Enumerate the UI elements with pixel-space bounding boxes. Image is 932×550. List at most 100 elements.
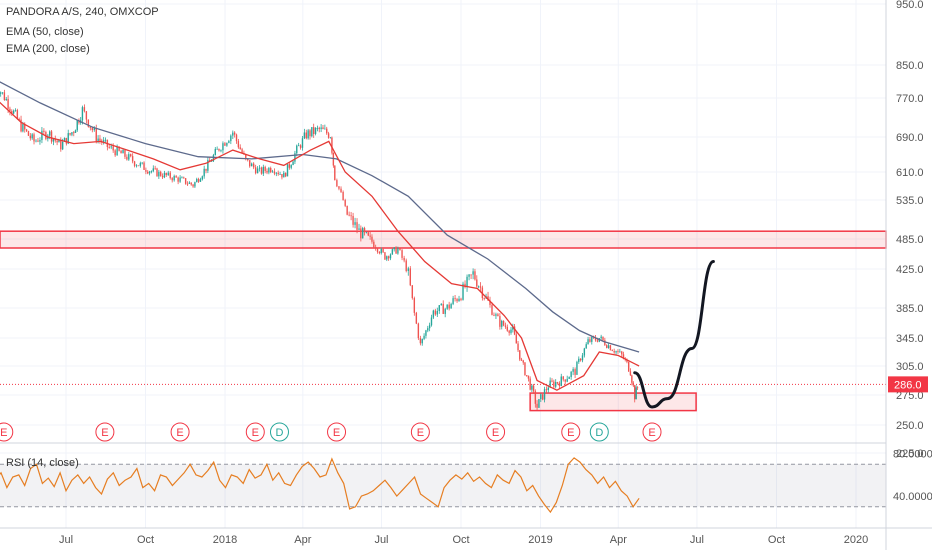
event-label: E	[417, 427, 424, 439]
candle-body	[589, 339, 591, 342]
candle-body	[16, 110, 19, 120]
candle-body	[520, 359, 523, 361]
candle	[621, 350, 623, 357]
candle	[141, 162, 143, 165]
candle	[340, 186, 342, 193]
candle-body	[322, 127, 324, 130]
candle	[275, 172, 278, 177]
candle-body	[444, 308, 446, 314]
candle	[184, 177, 187, 185]
candle	[362, 226, 364, 239]
candle-body	[591, 336, 593, 342]
candle-body	[386, 256, 388, 260]
candle-body	[165, 172, 167, 176]
candle	[632, 381, 634, 388]
candle	[627, 361, 630, 372]
candle	[273, 168, 276, 176]
candle	[283, 170, 285, 178]
candle	[258, 165, 261, 172]
candle-body	[413, 298, 416, 313]
candle	[27, 130, 30, 136]
candle-body	[296, 145, 298, 154]
x-tick-label: Jul	[690, 534, 704, 546]
candle-body	[415, 312, 418, 324]
candle	[545, 386, 548, 393]
candle-body	[417, 323, 420, 339]
candle-body	[636, 387, 639, 389]
candle-body	[389, 254, 392, 259]
candle	[279, 171, 281, 175]
candle	[199, 177, 202, 183]
candle	[303, 128, 306, 140]
candle	[466, 274, 468, 292]
candle-body	[397, 248, 399, 254]
ema-lines	[0, 81, 640, 391]
candle-body	[525, 375, 528, 376]
candle-body	[536, 403, 538, 408]
candle-body	[411, 285, 414, 299]
candle-body	[578, 358, 580, 362]
candle-body	[538, 399, 540, 408]
candle-body	[58, 139, 60, 143]
candle-body	[188, 182, 191, 184]
candle-body	[409, 268, 411, 286]
x-tick-label: Jul	[59, 534, 73, 546]
candle-body	[216, 148, 218, 150]
candle	[60, 137, 62, 152]
candle	[163, 170, 166, 179]
earnings-marker: E	[561, 422, 581, 442]
candle	[354, 217, 356, 229]
candle-body	[491, 304, 493, 315]
candle-body	[270, 168, 272, 173]
candle	[403, 255, 405, 263]
candle	[297, 142, 300, 147]
candle-body	[135, 165, 138, 167]
candle	[399, 247, 401, 251]
candle-body	[531, 385, 533, 390]
candle-body	[634, 385, 636, 400]
candle-body	[365, 232, 368, 234]
candle-body	[87, 119, 90, 127]
candle	[502, 320, 505, 327]
candle	[358, 223, 360, 230]
candle-body	[256, 168, 259, 174]
candle	[3, 89, 6, 101]
candle	[43, 128, 45, 135]
candle	[508, 329, 510, 336]
candle	[156, 167, 158, 177]
candle-body	[99, 138, 101, 141]
candle-body	[510, 329, 512, 333]
candle-body	[190, 182, 192, 185]
candle-body	[405, 260, 407, 271]
candle-body	[277, 172, 279, 175]
candle-body	[279, 174, 281, 175]
candle	[311, 127, 313, 138]
candle-body	[314, 127, 317, 134]
candle-body	[292, 161, 294, 166]
event-circle	[642, 422, 662, 442]
candle	[232, 130, 234, 140]
candle	[256, 166, 259, 174]
candle-body	[254, 167, 257, 174]
candle-body	[604, 340, 606, 346]
candle	[173, 174, 175, 182]
candle	[270, 166, 272, 174]
candle-body	[346, 205, 348, 215]
candle-body	[156, 168, 158, 177]
candle	[271, 169, 274, 173]
candle	[566, 375, 568, 383]
candle-body	[579, 358, 582, 361]
candle	[171, 177, 173, 183]
candle	[284, 172, 287, 178]
candle	[12, 109, 15, 115]
candle	[560, 373, 562, 387]
candle	[536, 400, 538, 411]
candle-body	[456, 299, 458, 302]
candle-body	[479, 286, 482, 288]
candle-body	[570, 371, 572, 378]
candle	[99, 134, 101, 144]
candle-body	[69, 133, 71, 135]
candle-body	[576, 361, 578, 375]
candle	[312, 123, 315, 138]
